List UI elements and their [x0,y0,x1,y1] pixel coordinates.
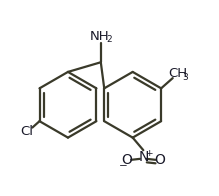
Text: Cl: Cl [20,125,34,138]
Text: −: − [119,161,128,171]
Text: 2: 2 [106,35,112,44]
Text: NH: NH [90,30,110,43]
Text: N: N [138,150,148,164]
Text: CH: CH [168,67,187,80]
Text: 3: 3 [182,73,188,82]
Text: O: O [122,153,132,167]
Text: O: O [154,153,165,167]
Text: +: + [145,149,152,158]
